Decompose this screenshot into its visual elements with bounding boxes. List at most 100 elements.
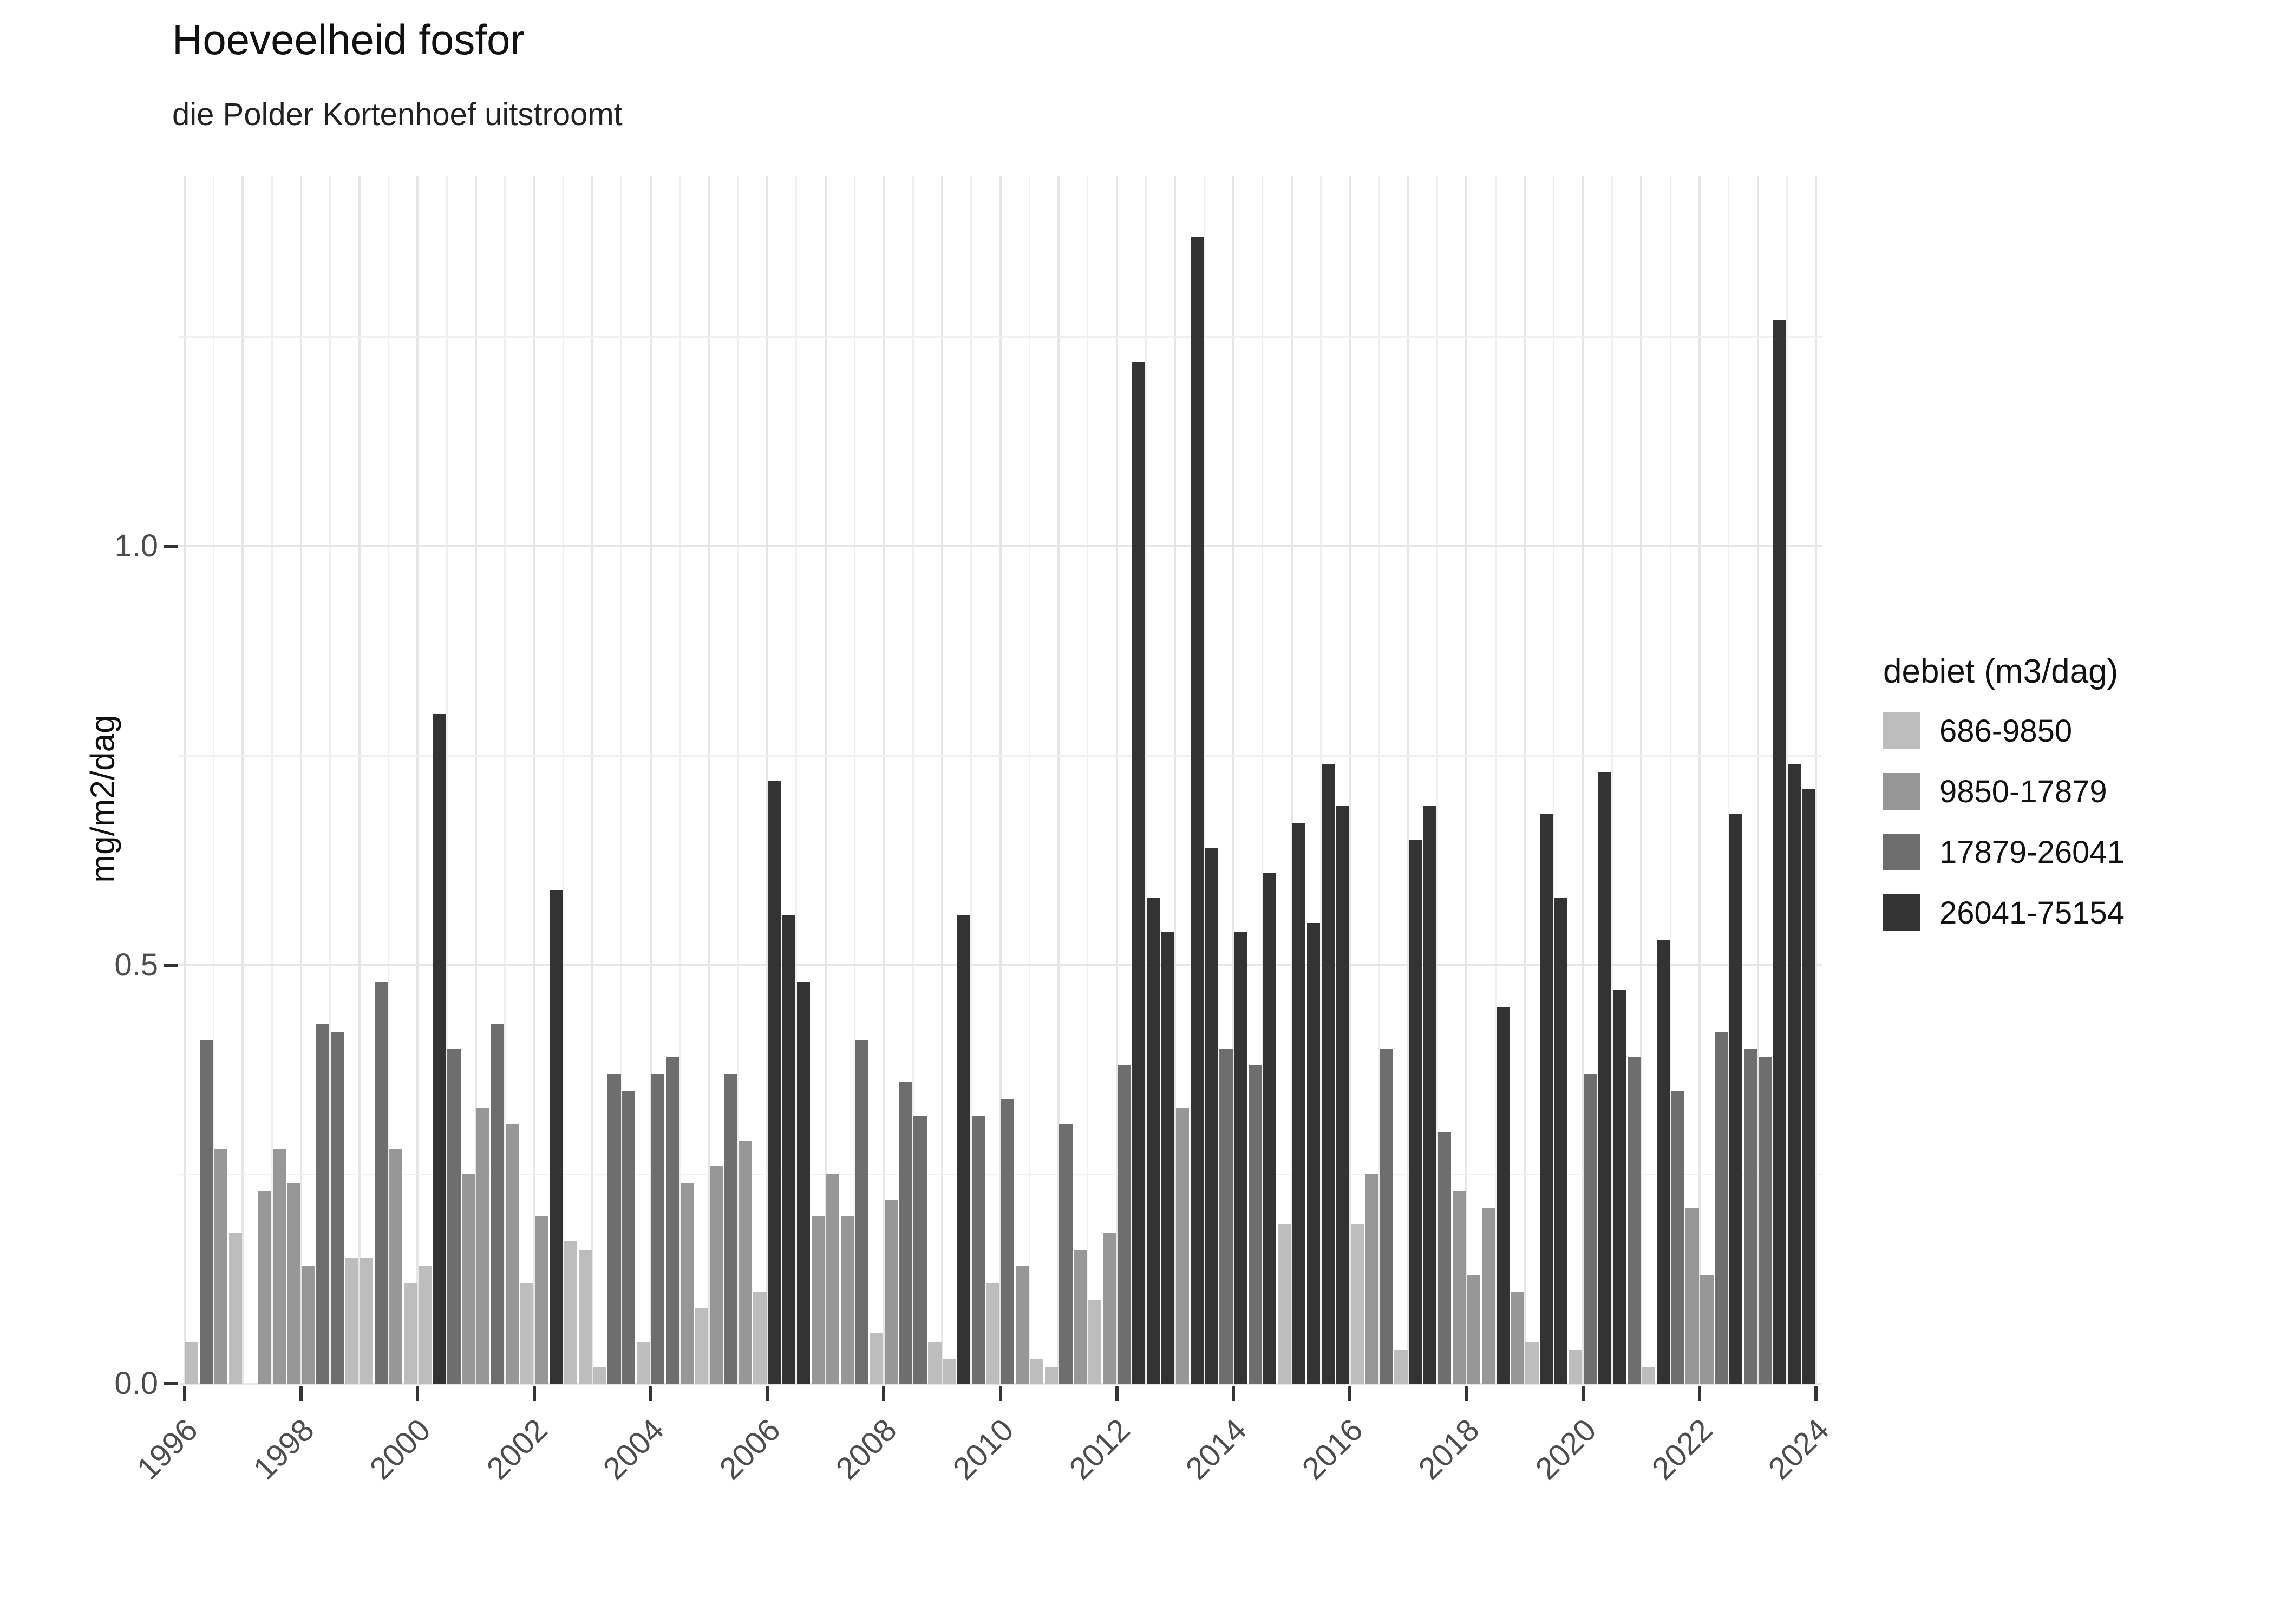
legend: debiet (m3/dag) 686-9850 9850-17879 17879-… bbox=[1883, 652, 2125, 955]
bar-2020-q2 bbox=[1598, 772, 1612, 1384]
bar-2021-q2 bbox=[1656, 940, 1670, 1384]
bar-2007-q3 bbox=[855, 1040, 868, 1384]
legend-label: 26041-75154 bbox=[1939, 895, 2125, 931]
gridline-major-vertical bbox=[1057, 176, 1060, 1384]
gridline-major-vertical bbox=[1465, 176, 1468, 1384]
bar-2002-q1 bbox=[534, 1216, 548, 1384]
bar-2002-q2 bbox=[549, 889, 563, 1384]
gridline-major-vertical bbox=[241, 176, 244, 1384]
bar-2017-q3 bbox=[1438, 1132, 1452, 1384]
gridline-major-vertical bbox=[416, 176, 419, 1384]
bar-2018-q1 bbox=[1467, 1274, 1481, 1384]
bar-2010-q2 bbox=[1015, 1266, 1029, 1384]
gridline-major-vertical bbox=[300, 176, 302, 1384]
legend-label: 9850-17879 bbox=[1939, 774, 2107, 809]
y-axis-tick bbox=[164, 963, 178, 967]
bar-2008-q2 bbox=[899, 1082, 912, 1384]
gridline-major-vertical bbox=[1640, 176, 1643, 1384]
legend-item-686-9850: 686-9850 bbox=[1883, 712, 2125, 749]
bar-2018-q4 bbox=[1511, 1291, 1524, 1384]
gridline-major-vertical bbox=[766, 176, 768, 1384]
bar-1999-q1 bbox=[360, 1258, 374, 1384]
bar-2002-q4 bbox=[578, 1249, 592, 1384]
gridline-major-vertical bbox=[183, 176, 186, 1384]
bar-2006-q1 bbox=[768, 781, 781, 1384]
bar-2015-q2 bbox=[1306, 923, 1321, 1384]
bar-2018-q3 bbox=[1496, 1007, 1510, 1384]
gridline-major-vertical bbox=[999, 176, 1002, 1384]
bar-2002-q3 bbox=[564, 1241, 577, 1384]
gridline-minor-vertical bbox=[1262, 176, 1264, 1384]
gridline-minor-vertical bbox=[387, 176, 389, 1384]
bar-1998-q1 bbox=[302, 1266, 315, 1384]
gridline-minor-vertical bbox=[1728, 176, 1730, 1384]
bar-2023-q1 bbox=[1758, 1057, 1772, 1384]
gridline-minor-vertical bbox=[620, 176, 623, 1384]
x-axis-tick bbox=[1348, 1386, 1352, 1401]
bar-2005-q2 bbox=[724, 1073, 737, 1384]
bar-2001-q2 bbox=[491, 1023, 505, 1384]
bar-1999-q2 bbox=[374, 981, 388, 1384]
x-axis-tick bbox=[882, 1386, 886, 1401]
bar-1998-q3 bbox=[331, 1032, 344, 1384]
bar-2019-q4 bbox=[1569, 1350, 1583, 1384]
gridline-minor-vertical bbox=[970, 176, 972, 1384]
gridline-minor-vertical bbox=[1669, 176, 1671, 1384]
gridline-major-vertical bbox=[1290, 176, 1293, 1384]
gridline-minor-vertical bbox=[1203, 176, 1205, 1384]
bar-2013-q2 bbox=[1190, 237, 1204, 1384]
bar-2021-q3 bbox=[1671, 1090, 1684, 1384]
gridline-minor-vertical bbox=[1378, 176, 1380, 1384]
bar-2003-q1 bbox=[593, 1367, 606, 1384]
bar-1999-q4 bbox=[403, 1283, 417, 1384]
y-axis-title: mg/m2/dag bbox=[84, 715, 122, 883]
bar-2015-q3 bbox=[1321, 764, 1335, 1384]
bar-2004-q1 bbox=[651, 1073, 665, 1384]
bar-1998-q4 bbox=[345, 1258, 359, 1384]
legend-swatch bbox=[1883, 773, 1920, 810]
bar-2009-q2 bbox=[957, 914, 971, 1384]
gridline-major-vertical bbox=[1232, 176, 1234, 1384]
gridline-minor-vertical bbox=[329, 176, 331, 1384]
gridline-major-vertical bbox=[1174, 176, 1177, 1384]
gridline-minor-horizontal bbox=[179, 755, 1822, 757]
bar-2006-q3 bbox=[797, 981, 811, 1384]
bar-2013-q4 bbox=[1219, 1049, 1233, 1384]
bar-2020-q1 bbox=[1584, 1073, 1597, 1384]
bar-2015-q1 bbox=[1292, 822, 1306, 1384]
bar-2019-q1 bbox=[1525, 1341, 1539, 1384]
bar-2019-q2 bbox=[1540, 814, 1553, 1384]
x-axis-tick bbox=[416, 1386, 420, 1401]
bar-2022-q3 bbox=[1729, 814, 1743, 1384]
bar-2014-q4 bbox=[1278, 1224, 1291, 1384]
bar-2000-q1 bbox=[418, 1266, 432, 1384]
plot-panel bbox=[179, 176, 1822, 1385]
bar-2012-q3 bbox=[1146, 898, 1160, 1384]
gridline-minor-vertical bbox=[562, 176, 564, 1384]
legend-swatch bbox=[1883, 894, 1920, 931]
x-axis-tick bbox=[1465, 1386, 1468, 1401]
bar-2005-q3 bbox=[739, 1141, 752, 1384]
bar-2001-q1 bbox=[476, 1107, 490, 1384]
gridline-major-vertical bbox=[883, 176, 885, 1384]
chart-title: Hoeveelheid fosfor bbox=[172, 16, 525, 63]
gridline-minor-vertical bbox=[1553, 176, 1555, 1384]
gridline-minor-vertical bbox=[1028, 176, 1030, 1384]
chart-subtitle: die Polder Kortenhoef uitstroomt bbox=[172, 97, 623, 132]
y-axis-tick bbox=[164, 545, 178, 548]
bar-1996-q4 bbox=[228, 1233, 243, 1384]
legend-title: debiet (m3/dag) bbox=[1883, 653, 2119, 690]
bar-2012-q2 bbox=[1132, 362, 1146, 1384]
gridline-major-vertical bbox=[1349, 176, 1351, 1384]
bar-2009-q4 bbox=[986, 1283, 1000, 1384]
bar-2008-q4 bbox=[928, 1341, 942, 1384]
bar-2000-q3 bbox=[447, 1049, 461, 1384]
gridline-minor-vertical bbox=[795, 176, 798, 1384]
gridline-major-vertical bbox=[940, 176, 943, 1384]
bar-1996-q1 bbox=[185, 1341, 199, 1384]
bar-1997-q3 bbox=[272, 1149, 286, 1384]
gridline-minor-vertical bbox=[1611, 176, 1613, 1384]
gridline-major-vertical bbox=[474, 176, 477, 1384]
bar-2014-q3 bbox=[1263, 873, 1277, 1384]
bar-2007-q4 bbox=[870, 1333, 883, 1384]
